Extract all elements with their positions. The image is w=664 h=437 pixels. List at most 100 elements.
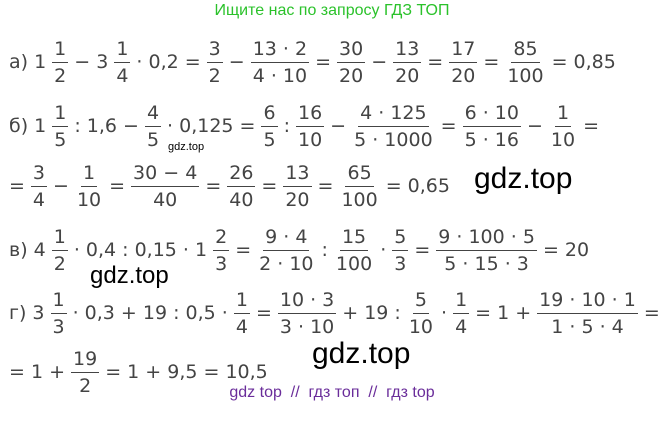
fraction: 1 10 [549, 102, 577, 151]
numerator: 1 [52, 38, 69, 63]
expression: · 0,125 = [167, 115, 256, 137]
expression: − [526, 115, 543, 137]
denominator: 4 [235, 315, 248, 338]
denominator: 3 [215, 252, 228, 275]
denominator: 5 · 15 · 3 [444, 252, 529, 275]
expression: 1 [34, 115, 47, 137]
expression: · 0,4 : 0,15 · 1 [73, 239, 208, 261]
numerator: 30 − 4 [131, 162, 200, 187]
fraction: 5 10 [407, 289, 435, 338]
expression: = [643, 302, 660, 324]
numerator: 6 [261, 102, 278, 127]
fraction: 13 20 [283, 162, 312, 211]
numerator: 13 [393, 38, 422, 63]
denominator: 10 [550, 128, 576, 151]
numerator: 5 [412, 289, 429, 314]
equation-line: б) 1 1 5: 1,6 −4 5 · 0,125 = 6 5:16 10−4 · 125 5 … [6, 96, 602, 156]
expression: = 0,85 [551, 51, 616, 73]
numerator: 19 · 10 · 1 [537, 289, 638, 314]
item-label: г) [9, 302, 27, 324]
expression: = 20 [542, 239, 590, 261]
fraction: 16 10 [295, 102, 325, 151]
fraction: 85 100 [505, 38, 545, 87]
numerator: 17 [449, 38, 478, 63]
denominator: 2 [79, 374, 92, 397]
denominator: 4 [116, 64, 129, 87]
denominator: 1 · 5 · 4 [551, 315, 624, 338]
numerator: 4 · 125 [358, 102, 429, 127]
expression: = [9, 175, 25, 197]
expression: + 19 : [342, 302, 401, 324]
denominator: 20 [285, 188, 310, 211]
numerator: 1 [52, 102, 69, 127]
numerator: 1 [51, 226, 68, 251]
expression: − [330, 115, 347, 137]
expression: = [440, 115, 457, 137]
denominator: 4 · 10 [252, 64, 308, 87]
expression: · 0,2 = [136, 51, 201, 73]
item-label: в) [9, 239, 28, 261]
numerator: 9 · 100 · 5 [436, 226, 537, 251]
expression: = [205, 175, 222, 197]
denominator: 100 [341, 188, 378, 211]
expression: = [427, 51, 444, 73]
fraction: 17 20 [449, 38, 478, 87]
watermark: gdz.top [168, 141, 205, 153]
item-label: а) [9, 51, 29, 73]
denominator: 10 [76, 188, 102, 211]
numerator: 6 · 10 [462, 102, 521, 127]
expression: = [261, 175, 278, 197]
expression: = [255, 302, 272, 324]
numerator: 10 · 3 [277, 289, 337, 314]
denominator: 20 [451, 64, 476, 87]
denominator: 100 [507, 64, 544, 87]
denominator: 3 · 10 [279, 315, 335, 338]
fraction: 6 · 10 5 · 16 [462, 102, 521, 151]
expression: = 0,65 [385, 175, 450, 197]
fraction: 19 2 [71, 348, 100, 397]
numerator: 2 [213, 226, 230, 251]
fraction: 13 20 [393, 38, 422, 87]
numerator: 85 [511, 38, 540, 63]
expression: · 0,3 + 19 : 0,5 · [72, 302, 228, 324]
fraction: 15 100 [334, 226, 374, 275]
expression: 1 [34, 51, 47, 73]
denominator: 40 [153, 188, 178, 211]
numerator: 26 [227, 162, 256, 187]
denominator: 20 [339, 64, 364, 87]
denominator: 2 [208, 64, 221, 87]
expression: · [441, 302, 448, 324]
denominator: 3 [52, 315, 65, 338]
denominator: 100 [335, 252, 373, 275]
numerator: 30 [337, 38, 366, 63]
expression: = [483, 51, 500, 73]
watermark: gdz.top [90, 262, 169, 289]
fraction: 26 40 [227, 162, 256, 211]
expression: = [315, 51, 331, 73]
fraction: 1 10 [75, 162, 103, 211]
expression: = [414, 239, 431, 261]
denominator: 4 [455, 315, 468, 338]
denominator: 3 [394, 252, 407, 275]
expression: = 1 + [475, 302, 532, 324]
watermark: gdz.top [312, 337, 411, 370]
